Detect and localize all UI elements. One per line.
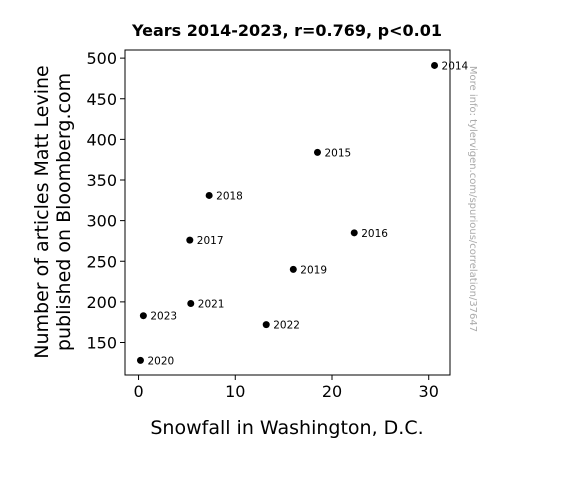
- x-axis-label: Snowfall in Washington, D.C.: [150, 417, 423, 439]
- data-point-2018: [205, 191, 213, 199]
- y-axis-label-line-2: published on Bloomberg.com: [53, 73, 75, 351]
- data-point-2021: [187, 300, 195, 307]
- y-tick-label: 350: [86, 171, 117, 190]
- data-points: 2014 2015 2016 2017 2018 2019 2020 2021 2022 2023: [136, 60, 469, 367]
- x-tick-label: 20: [322, 382, 342, 401]
- data-point-label-2022: 2022: [273, 320, 300, 332]
- data-point-2017: [186, 236, 194, 244]
- y-tick-label: 300: [86, 212, 117, 231]
- x-tick-label: 0: [133, 382, 143, 401]
- data-point-label-2019: 2019: [300, 264, 327, 276]
- y-tick-label: 400: [86, 130, 117, 149]
- y-tick-label: 450: [86, 90, 117, 109]
- data-point-label-2020: 2020: [147, 355, 174, 367]
- data-point-label-2021: 2021: [198, 299, 225, 311]
- chart-title: Years 2014-2023, r=0.769, p<0.01: [131, 21, 442, 40]
- data-point-2014: [431, 61, 439, 69]
- data-point-label-2015: 2015: [324, 147, 351, 159]
- data-point-2020: [136, 356, 144, 364]
- data-point-2022: [262, 321, 270, 329]
- data-point-label-2014: 2014: [442, 60, 469, 72]
- data-point-2016: [350, 229, 358, 237]
- y-axis-label-line-1: Number of articles Matt Levine: [31, 65, 53, 358]
- data-point-label-2016: 2016: [361, 228, 388, 240]
- data-point-2019: [289, 265, 297, 273]
- y-tick-label: 150: [86, 334, 117, 353]
- y-tick-label: 250: [86, 252, 117, 271]
- watermark-text: More info: tylervigen.com/spurious/corre…: [467, 66, 478, 332]
- y-axis: 150 200 250 300 350 400 450 500: [86, 49, 125, 353]
- x-tick-label: 30: [419, 382, 439, 401]
- data-point-label-2017: 2017: [197, 235, 224, 247]
- x-axis: 0 10 20 30: [133, 375, 439, 401]
- x-tick-label: 10: [225, 382, 245, 401]
- data-point-label-2023: 2023: [150, 311, 177, 323]
- y-axis-label: Number of articles Matt Levine published…: [31, 65, 75, 358]
- data-point-2023: [139, 312, 147, 320]
- y-tick-label: 200: [86, 293, 117, 312]
- y-tick-label: 500: [86, 49, 117, 68]
- data-point-label-2018: 2018: [216, 190, 243, 202]
- watermark: More info: tylervigen.com/spurious/corre…: [467, 66, 478, 332]
- data-point-2015: [313, 148, 321, 156]
- plot-area-frame: [124, 49, 451, 376]
